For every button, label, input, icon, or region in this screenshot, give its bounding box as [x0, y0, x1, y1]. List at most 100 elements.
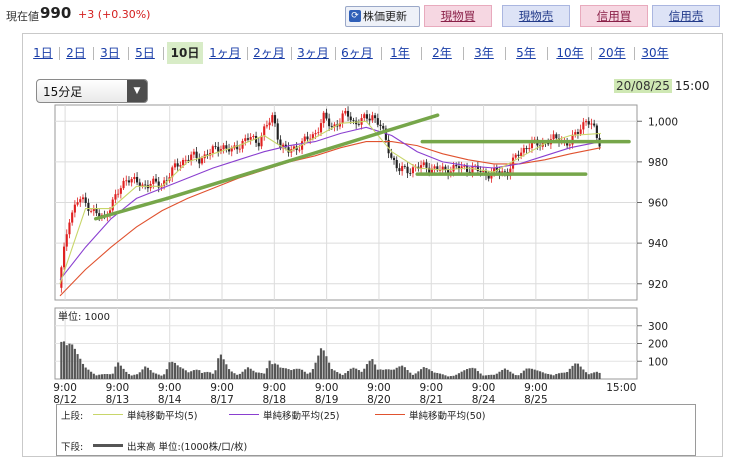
- volume-bar: [452, 375, 455, 379]
- volume-bar: [520, 373, 523, 379]
- range-6m[interactable]: 6ヶ月: [341, 46, 373, 60]
- candle-up: [90, 210, 93, 212]
- candle-up: [119, 188, 122, 194]
- candle-up: [163, 180, 166, 186]
- legend-swatch-volume: [93, 444, 123, 447]
- volume-bar: [514, 375, 517, 379]
- candle-up: [68, 222, 71, 235]
- volume-bar: [595, 371, 598, 379]
- candle-up: [363, 114, 366, 119]
- range-3d[interactable]: 3日: [100, 46, 120, 60]
- margin-buy-button[interactable]: 信用買: [580, 5, 648, 27]
- range-1d[interactable]: 1日: [33, 46, 53, 60]
- range-3m[interactable]: 3ヶ月: [297, 46, 329, 60]
- candle-down: [325, 112, 328, 119]
- volume-bar: [255, 372, 258, 379]
- range-5d[interactable]: 5日: [135, 46, 155, 60]
- volume-bar: [241, 371, 244, 379]
- volume-bar: [460, 371, 463, 379]
- candle-up: [292, 146, 296, 150]
- range-3y[interactable]: 3年: [474, 46, 494, 60]
- volume-bar: [395, 367, 398, 379]
- volume-bar: [295, 368, 298, 379]
- volume-bar: [533, 369, 536, 379]
- candle-up: [133, 176, 136, 180]
- volume-bar: [555, 373, 558, 379]
- volume-bar: [133, 374, 136, 379]
- interval-select[interactable]: 15分足 ▼: [36, 79, 148, 103]
- volume-bar: [590, 373, 593, 379]
- volume-bar: [287, 369, 290, 379]
- range-1m[interactable]: 1ヶ月: [209, 46, 241, 60]
- volume-bar: [138, 372, 141, 379]
- candle-up: [471, 166, 474, 173]
- range-5y[interactable]: 5年: [516, 46, 536, 60]
- quote-header: 現在値 990 +3 (+0.30%) ⟳ 株価更新 現物買 現物売 信用買 信用…: [0, 0, 730, 32]
- volume-bar: [298, 368, 301, 379]
- candle-up: [584, 121, 588, 123]
- candle-down: [376, 118, 379, 125]
- cash-buy-button[interactable]: 現物買: [424, 5, 492, 27]
- cash-sell-button[interactable]: 現物売: [502, 5, 570, 27]
- refresh-quote-button[interactable]: ⟳ 株価更新: [345, 6, 420, 27]
- volume-bar: [379, 369, 382, 379]
- candle-down: [382, 125, 385, 129]
- volume-bar: [333, 370, 336, 379]
- volume-bar: [479, 373, 482, 379]
- candle-down: [157, 181, 160, 188]
- candle-up: [590, 123, 593, 125]
- range-2m[interactable]: 2ヶ月: [253, 46, 285, 60]
- volume-bar: [557, 373, 561, 379]
- price-change: +3 (+0.30%): [78, 8, 151, 21]
- candle-up: [268, 122, 271, 126]
- x-tick-date: 8/24: [472, 394, 496, 406]
- volume-bar: [84, 367, 87, 379]
- x-tick-date: 8/19: [315, 394, 339, 406]
- margin-sell-button[interactable]: 信用売: [652, 5, 720, 27]
- candle-up: [130, 179, 133, 183]
- candle-down: [227, 148, 231, 152]
- volume-bar: [390, 369, 393, 379]
- price-tick-label: 940: [648, 238, 668, 250]
- volume-bar: [146, 367, 149, 379]
- candle-down: [368, 118, 371, 121]
- volume-bar: [433, 372, 436, 379]
- range-10y[interactable]: 10年: [556, 46, 584, 60]
- volume-bar: [530, 368, 534, 379]
- candle-up: [441, 166, 444, 171]
- candle-down: [257, 142, 260, 147]
- candle-down: [236, 145, 239, 150]
- sma25-line: [59, 126, 602, 281]
- volume-bar: [268, 360, 271, 379]
- range-30y[interactable]: 30年: [641, 46, 669, 60]
- volume-bar: [157, 374, 160, 379]
- range-divider: [547, 47, 548, 60]
- range-2y[interactable]: 2年: [432, 46, 452, 60]
- x-tick-time: 9:00: [158, 382, 182, 394]
- candle-up: [438, 170, 442, 171]
- volume-bar: [265, 368, 268, 379]
- range-20y[interactable]: 20年: [598, 46, 626, 60]
- volume-bar: [257, 372, 260, 379]
- volume-bar: [209, 372, 212, 379]
- x-tick-time: 9:00: [472, 382, 496, 394]
- volume-bar: [517, 375, 520, 379]
- range-1y[interactable]: 1年: [390, 46, 410, 60]
- candle-up: [125, 180, 128, 182]
- candle-up: [111, 199, 114, 211]
- volume-bar: [222, 359, 225, 379]
- range-2d[interactable]: 2日: [66, 46, 86, 60]
- candle-up: [311, 134, 314, 139]
- volume-bar: [487, 374, 490, 379]
- volume-bar: [409, 372, 412, 379]
- volume-bar: [130, 375, 133, 379]
- volume-bar: [541, 372, 544, 379]
- volume-bar: [290, 370, 293, 379]
- candle-down: [195, 151, 198, 158]
- candle-down: [395, 159, 398, 169]
- range-10d[interactable]: 10日: [167, 42, 203, 64]
- range-divider: [59, 47, 60, 60]
- volume-bar: [398, 366, 401, 379]
- candle-up: [173, 163, 177, 168]
- volume-bar: [190, 371, 193, 379]
